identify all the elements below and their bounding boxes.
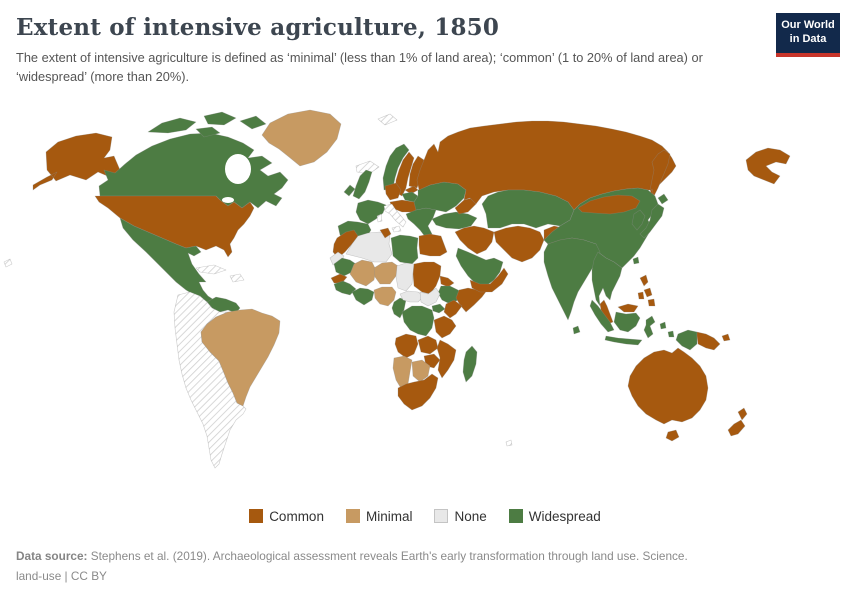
region-arctic-islands[interactable] — [147, 111, 267, 138]
region-mozambique[interactable] — [436, 339, 457, 379]
region-tasmania[interactable] — [665, 429, 680, 442]
region-kenya[interactable] — [443, 299, 463, 319]
region-philippines[interactable] — [637, 274, 656, 307]
region-australia[interactable] — [627, 347, 709, 425]
region-hispaniola[interactable] — [229, 273, 245, 283]
region-svalbard[interactable] — [377, 113, 398, 126]
region-tanzania[interactable] — [433, 315, 457, 339]
legend-swatch-widespread — [508, 509, 523, 523]
owid-logo-line2: in Data — [789, 33, 827, 45]
region-mongolia[interactable] — [577, 194, 641, 215]
region-alaska[interactable] — [32, 132, 121, 191]
region-arabia[interactable] — [455, 247, 504, 287]
legend-label-widespread: Widespread — [528, 508, 601, 524]
region-germany[interactable] — [384, 182, 402, 201]
chart-subtitle: The extent of intensive agriculture is d… — [16, 50, 703, 84]
region-cuba[interactable] — [195, 264, 227, 275]
region-norway[interactable] — [382, 143, 410, 191]
data-source-text: Stephens et al. (2019). Archaeological a… — [87, 549, 688, 563]
region-west-papua[interactable] — [675, 329, 698, 351]
region-java[interactable] — [604, 335, 643, 346]
region-uganda[interactable] — [431, 303, 446, 314]
region-mexico-central-america[interactable] — [119, 217, 215, 305]
region-tunisia[interactable] — [379, 227, 392, 239]
region-south-america-rest[interactable] — [173, 291, 247, 469]
region-somalia[interactable] — [455, 287, 489, 313]
region-hawaii[interactable] — [3, 258, 13, 268]
region-ghana-ivory[interactable] — [351, 287, 375, 306]
region-iran[interactable] — [493, 225, 545, 263]
page-title: Extent of intensive agriculture, 1850 — [16, 14, 500, 41]
legend-item-minimal[interactable]: Minimal — [345, 508, 413, 524]
region-taiwan[interactable] — [632, 256, 640, 265]
region-brazil[interactable] — [200, 308, 281, 407]
legend-swatch-minimal — [345, 509, 360, 523]
region-yemen-oman[interactable] — [469, 267, 509, 293]
data-source-label: Data source: — [16, 549, 88, 563]
legend-label-common: Common — [269, 508, 324, 524]
region-madagascar[interactable] — [462, 345, 478, 383]
region-russia[interactable] — [416, 120, 677, 211]
region-turkey[interactable] — [431, 211, 478, 230]
region-botswana[interactable] — [411, 359, 431, 383]
region-borneo-indonesia[interactable] — [613, 311, 641, 333]
region-south-sudan[interactable] — [419, 287, 441, 307]
region-sumatra[interactable] — [589, 299, 615, 333]
legend-label-none: None — [454, 508, 487, 524]
region-libya[interactable] — [390, 234, 419, 265]
region-drc[interactable] — [401, 305, 435, 337]
region-indian-ocean-isles[interactable] — [505, 439, 513, 447]
region-new-zealand[interactable] — [727, 407, 748, 437]
legend-item-widespread[interactable]: Widespread — [508, 508, 601, 524]
world-map — [0, 100, 850, 500]
chart-header: Extent of intensive agriculture, 1850 Th… — [0, 0, 850, 100]
owid-logo[interactable]: Our World in Data — [776, 13, 840, 57]
region-niger[interactable] — [373, 261, 399, 285]
region-senegal[interactable] — [330, 273, 348, 284]
legend-label-minimal: Minimal — [365, 508, 413, 524]
region-sri-lanka[interactable] — [572, 325, 581, 335]
legend-item-none[interactable]: None — [434, 508, 487, 524]
region-iceland[interactable] — [355, 160, 380, 175]
region-chukotka[interactable] — [745, 147, 791, 185]
region-india[interactable] — [543, 237, 601, 321]
region-eritrea[interactable] — [439, 275, 455, 288]
region-levant-iraq[interactable] — [454, 225, 495, 255]
region-algeria[interactable] — [345, 231, 393, 263]
chart-footer: Data source: Stephens et al. (2019). Arc… — [0, 532, 850, 586]
region-new-britain[interactable] — [721, 333, 731, 342]
region-central-asia[interactable] — [481, 189, 575, 229]
region-italy[interactable] — [376, 203, 407, 233]
map-legend: Common Minimal None Widespread — [0, 500, 850, 532]
region-nigeria[interactable] — [373, 286, 397, 307]
legend-swatch-common — [249, 509, 264, 523]
legend-swatch-none — [434, 509, 449, 523]
region-indochina[interactable] — [591, 251, 623, 307]
region-ireland[interactable] — [343, 184, 356, 197]
owid-logo-line1: Our World — [781, 19, 835, 32]
region-png[interactable] — [696, 331, 721, 351]
region-kamchatka[interactable] — [649, 149, 671, 197]
region-japan[interactable] — [639, 193, 669, 239]
region-mali[interactable] — [349, 259, 377, 287]
region-moluccas[interactable] — [659, 321, 675, 338]
license-line: land-use | CC BY — [16, 569, 107, 584]
region-egypt[interactable] — [418, 233, 448, 257]
region-sweden[interactable] — [394, 151, 415, 197]
region-sudan[interactable] — [412, 261, 442, 295]
region-korea[interactable] — [631, 209, 646, 231]
region-zambia[interactable] — [417, 335, 439, 355]
region-morocco[interactable] — [332, 229, 359, 259]
data-source-line: Data source: Stephens et al. (2019). Arc… — [16, 546, 834, 566]
region-angola[interactable] — [394, 333, 419, 359]
region-south-africa[interactable] — [397, 373, 439, 411]
region-borneo-malaysia[interactable] — [617, 303, 639, 313]
region-chad[interactable] — [395, 262, 415, 292]
region-greenland[interactable] — [261, 109, 342, 167]
legend-item-common[interactable]: Common — [249, 509, 324, 524]
region-balkans[interactable] — [405, 207, 437, 239]
region-uk[interactable] — [352, 169, 373, 200]
region-sulawesi[interactable] — [643, 315, 656, 339]
